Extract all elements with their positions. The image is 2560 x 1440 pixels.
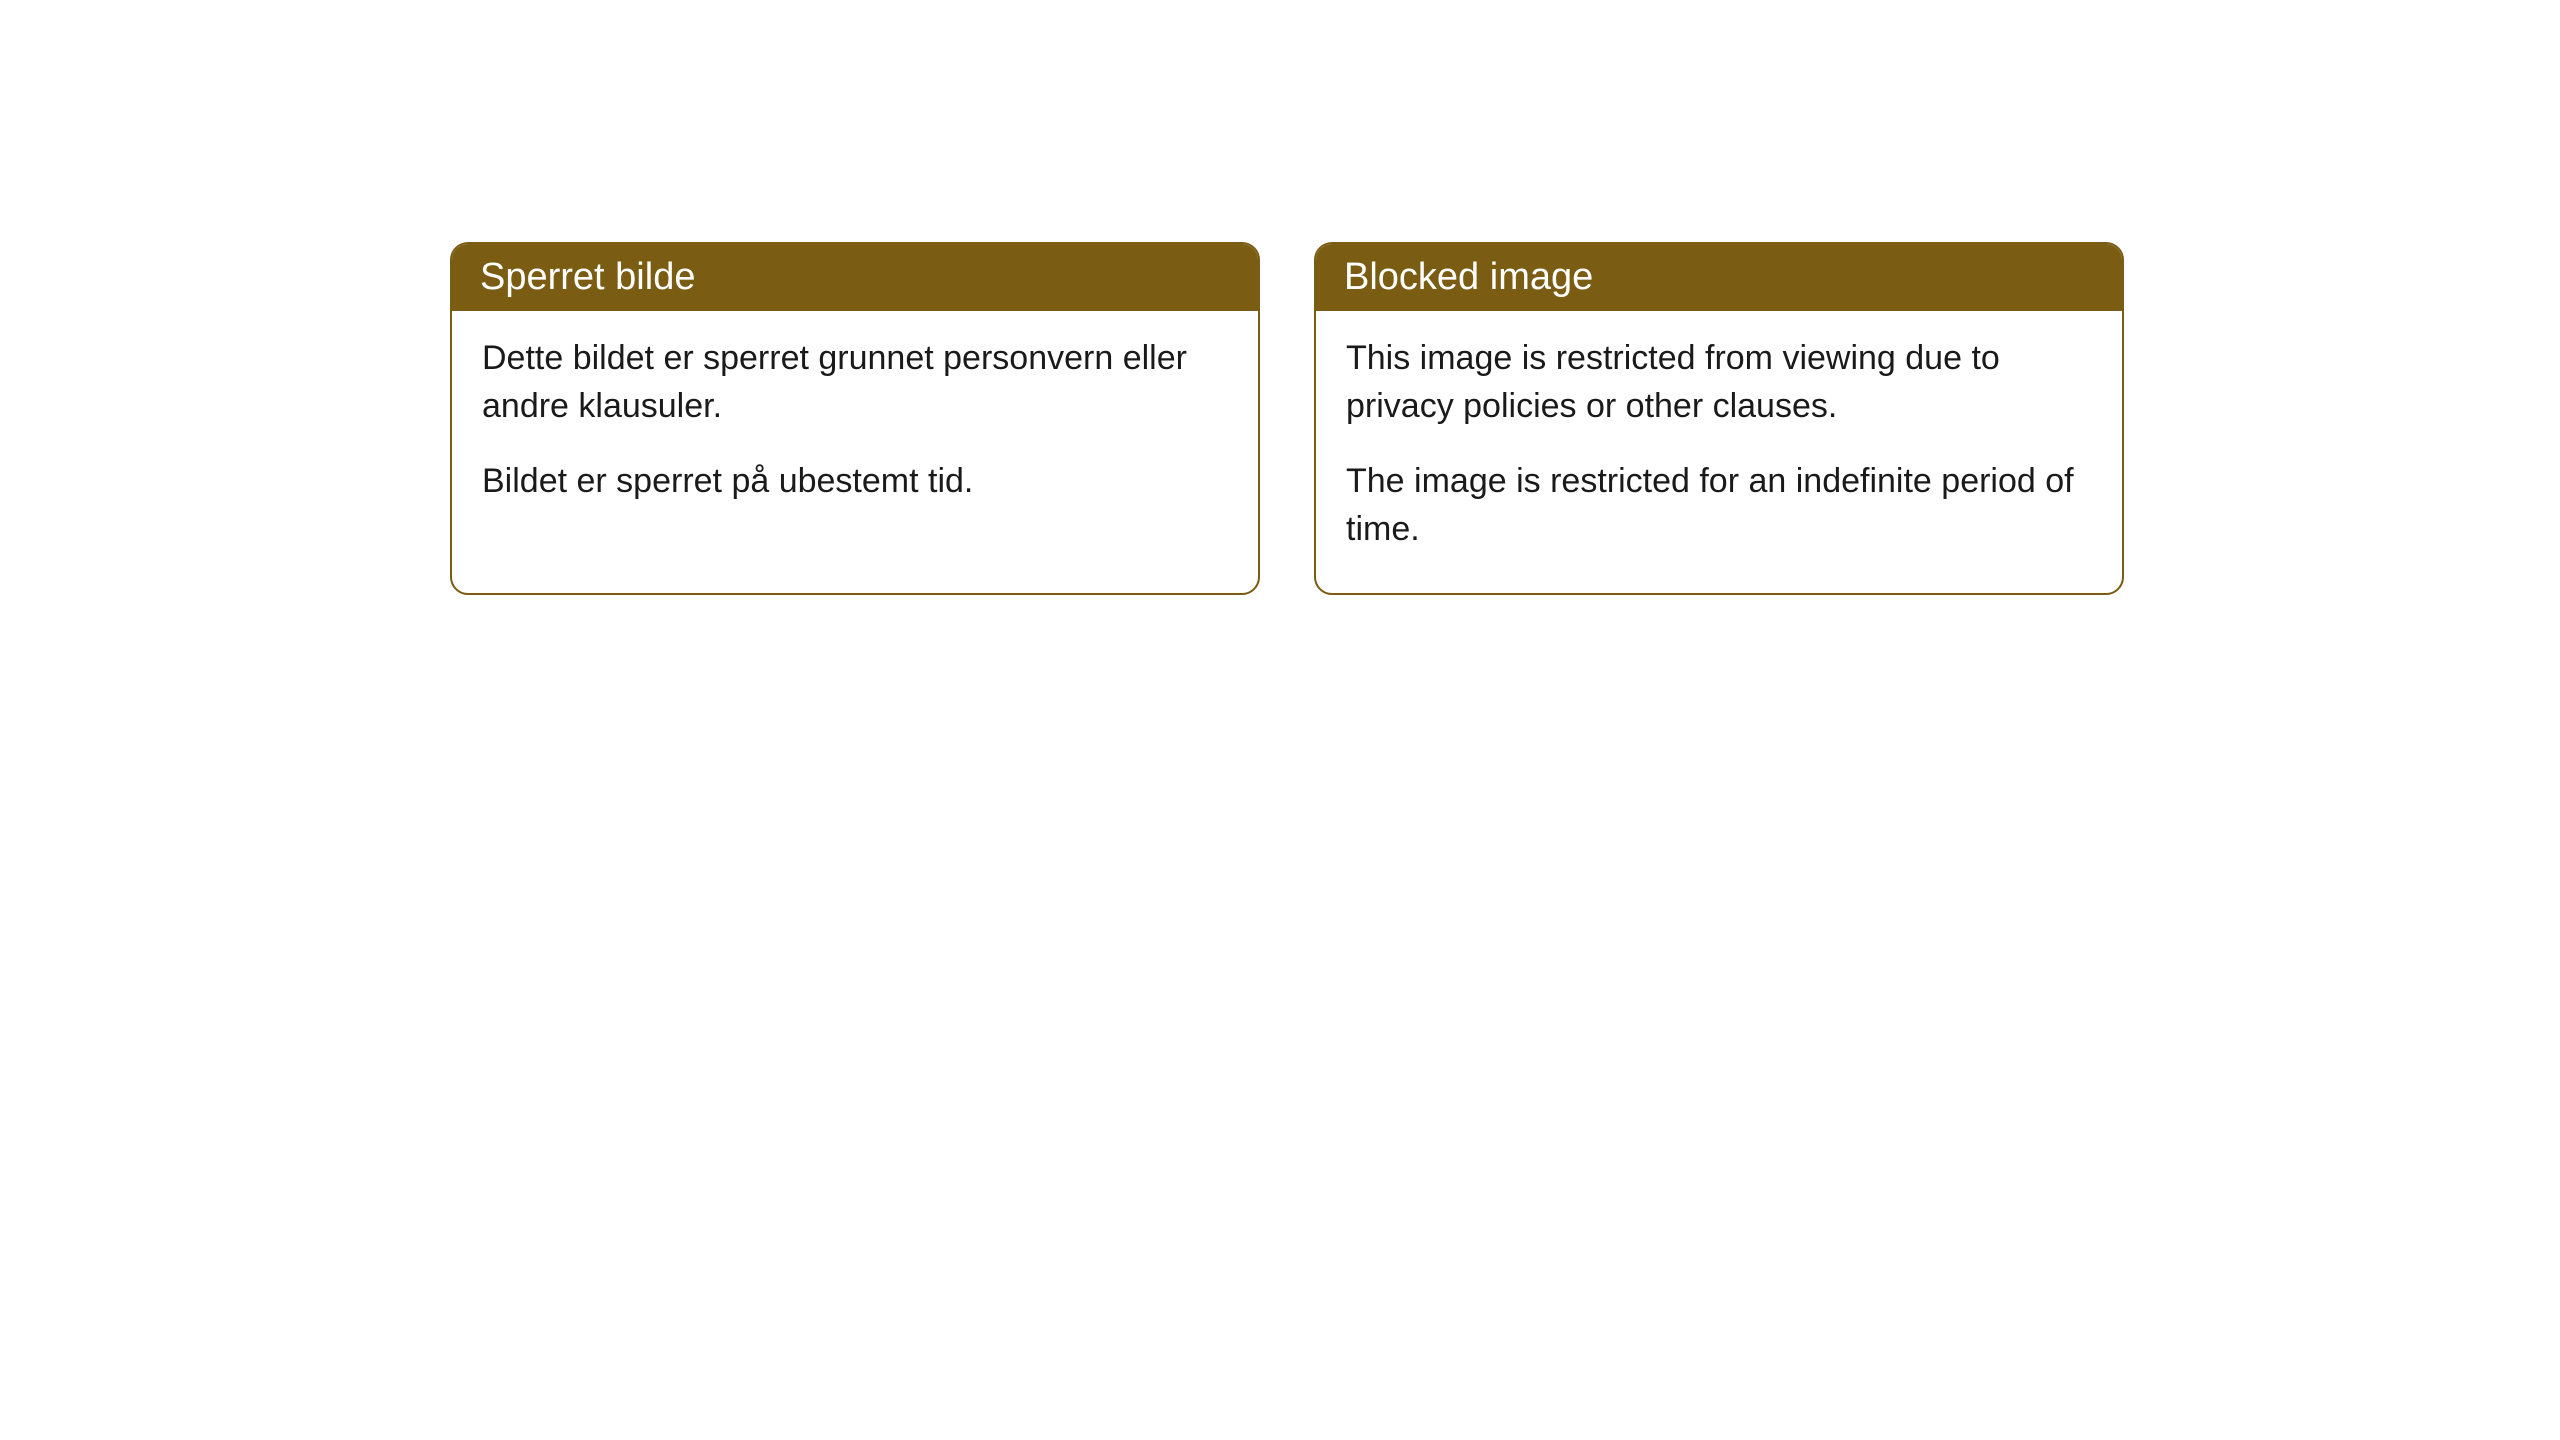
card-body-english: This image is restricted from viewing du… xyxy=(1316,311,2122,593)
card-header-english: Blocked image xyxy=(1316,244,2122,311)
card-title: Sperret bilde xyxy=(480,256,695,298)
card-title: Blocked image xyxy=(1344,256,1593,298)
card-body-norwegian: Dette bildet er sperret grunnet personve… xyxy=(452,311,1258,546)
card-header-norwegian: Sperret bilde xyxy=(452,244,1258,311)
blocked-image-card-english: Blocked image This image is restricted f… xyxy=(1314,242,2124,595)
card-text-1: This image is restricted from viewing du… xyxy=(1346,335,2092,430)
notice-cards-container: Sperret bilde Dette bildet er sperret gr… xyxy=(450,242,2124,595)
card-text-2: The image is restricted for an indefinit… xyxy=(1346,458,2092,553)
blocked-image-card-norwegian: Sperret bilde Dette bildet er sperret gr… xyxy=(450,242,1260,595)
card-text-2: Bildet er sperret på ubestemt tid. xyxy=(482,458,1228,506)
card-text-1: Dette bildet er sperret grunnet personve… xyxy=(482,335,1228,430)
